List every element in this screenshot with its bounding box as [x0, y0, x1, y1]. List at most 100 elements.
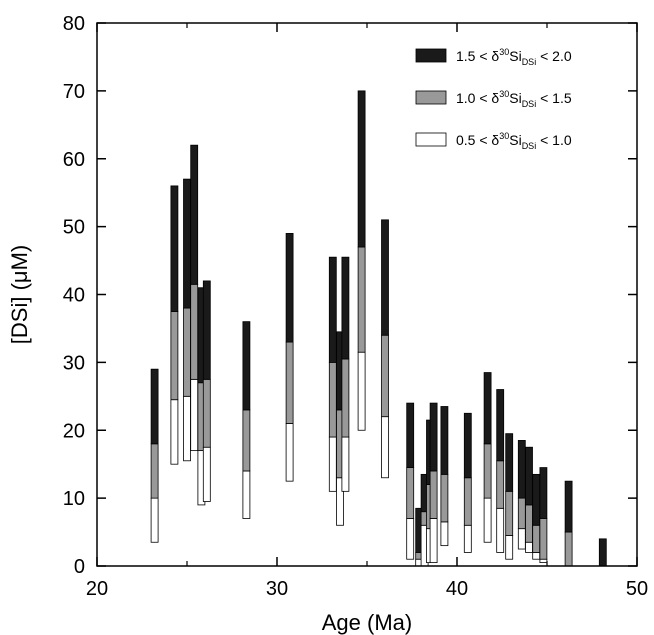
bar-segment-high — [357, 90, 366, 248]
bar-segment-low — [406, 518, 415, 560]
bar-segment-mid — [496, 460, 505, 509]
x-tick-label: 40 — [446, 578, 468, 600]
bar-segment-low — [440, 521, 449, 547]
bar-segment-mid — [539, 518, 548, 560]
bar-stack — [598, 538, 607, 567]
y-tick-label: 20 — [63, 420, 85, 442]
bar-stack — [242, 321, 251, 519]
bar-segment-low — [202, 446, 211, 502]
bar-segment-high — [564, 480, 573, 533]
bar-segment-low — [429, 518, 438, 564]
bar-segment-mid — [406, 467, 415, 519]
bar-stack — [381, 219, 389, 479]
bar-segment-low — [483, 497, 492, 543]
y-axis-title: [DSi] (μM) — [7, 245, 32, 344]
bar-stack — [170, 185, 179, 465]
bar-stack — [341, 256, 350, 492]
bar-segment-low — [328, 436, 337, 492]
bar-segment-low — [285, 423, 294, 482]
bar-segment-high — [328, 256, 337, 363]
bar-stack — [483, 372, 492, 543]
bar-segment-high — [525, 446, 533, 506]
bar-stack — [357, 90, 366, 431]
bar-segment-high — [406, 402, 415, 468]
bar-segment-low — [341, 436, 350, 492]
bar-stack — [440, 406, 449, 547]
legend-swatch — [415, 48, 447, 63]
bar-segment-high — [505, 433, 514, 492]
bar-stack — [532, 473, 541, 560]
bar-stack — [463, 412, 472, 553]
y-tick-label: 40 — [63, 285, 85, 307]
bar-segment-high — [440, 406, 449, 475]
bar-stack — [525, 446, 533, 553]
bar-stack — [202, 280, 211, 502]
bar-segment-mid — [183, 307, 191, 397]
bar-segment-high — [429, 402, 438, 472]
bar-segment-low — [381, 416, 389, 479]
bar-segment-mid — [429, 470, 438, 519]
bar-segment-mid — [150, 443, 159, 499]
y-tick-label: 70 — [63, 81, 85, 103]
bar-segment-mid — [564, 531, 573, 567]
legend-swatch — [415, 132, 447, 147]
bar-stack — [505, 433, 514, 560]
bar-segment-low — [183, 395, 191, 462]
bar-stack — [564, 480, 573, 567]
labels-layer: 20 30 40 50 0 10 20 30 40 50 60 70 80 — [63, 13, 648, 600]
bar-segment-high — [242, 321, 251, 411]
bar-segment-high — [341, 256, 350, 360]
bars-layer — [150, 90, 607, 567]
y-tick-label: 60 — [63, 149, 85, 171]
bar-segment-high — [539, 467, 548, 519]
bar-segment-low — [532, 552, 541, 560]
bar-segment-low — [463, 524, 472, 553]
legend-item-low: 0.5 < δ30SiDSi < 1.0 — [415, 131, 572, 151]
bar-segment-mid — [517, 497, 526, 530]
bar-segment-high — [381, 219, 389, 336]
bar-segment-high — [285, 233, 294, 343]
bar-segment-mid — [190, 283, 199, 380]
y-tick-label: 80 — [63, 13, 85, 35]
bar-segment-mid — [440, 473, 449, 523]
bar-stack — [328, 256, 337, 492]
legend-label: 1.5 < δ30SiDSi < 2.0 — [456, 47, 572, 67]
x-tick-label: 20 — [86, 578, 108, 600]
bar-segment-low — [505, 535, 514, 560]
ticks-layer — [96, 22, 638, 567]
bar-segment-mid — [202, 378, 211, 448]
bar-segment-mid — [285, 341, 294, 424]
bar-stack — [539, 467, 548, 564]
bar-segment-low — [517, 528, 526, 550]
bar-stack — [285, 233, 294, 482]
legend-swatch — [415, 90, 447, 105]
bar-segment-high — [190, 144, 199, 285]
bar-segment-high — [598, 538, 607, 567]
bar-stack — [496, 389, 505, 553]
bar-segment-mid — [505, 490, 514, 536]
bar-segment-mid — [242, 409, 251, 472]
bar-segment-mid — [463, 477, 472, 526]
bar-segment-high — [517, 440, 526, 499]
x-tick-label: 30 — [266, 578, 288, 600]
bar-segment-mid — [328, 361, 337, 438]
bar-stack — [150, 368, 159, 543]
y-tick-label: 30 — [63, 352, 85, 374]
bar-segment-low — [357, 351, 366, 431]
bar-segment-low — [539, 558, 548, 564]
bar-segment-high — [170, 185, 179, 312]
bar-segment-mid — [532, 524, 541, 553]
legend: 1.5 < δ30SiDSi < 2.0 1.0 < δ30SiDSi < 1.5… — [415, 47, 572, 151]
bar-segment-high — [463, 412, 472, 479]
bar-segment-mid — [357, 246, 366, 353]
bar-stack — [183, 178, 191, 462]
bar-segment-low — [150, 497, 159, 543]
bar-segment-high — [483, 372, 492, 445]
bar-stack — [406, 402, 415, 560]
bar-segment-mid — [381, 334, 389, 418]
y-tick-label: 0 — [74, 556, 85, 578]
bar-segment-low — [190, 378, 199, 452]
bar-segment-mid — [170, 311, 179, 401]
x-axis-title: Age (Ma) — [322, 610, 412, 635]
legend-label: 1.0 < δ30SiDSi < 1.5 — [456, 89, 572, 109]
